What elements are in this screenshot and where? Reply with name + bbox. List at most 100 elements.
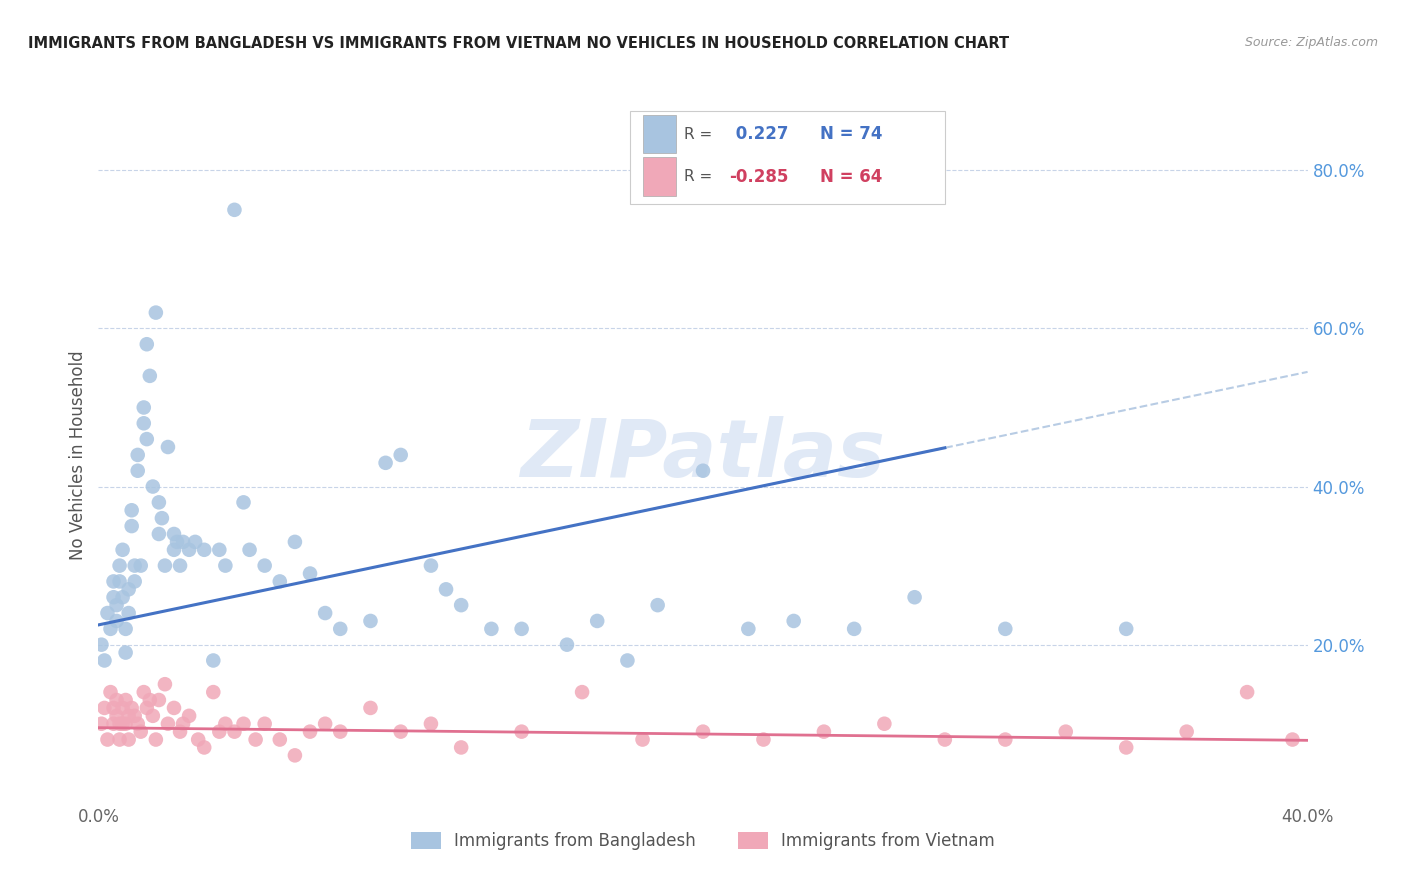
Point [114, 693, 136, 707]
Point [172, 716, 194, 731]
Point [420, 558, 443, 573]
Text: IMMIGRANTS FROM BANGLADESH VS IMMIGRANTS FROM VIETNAM NO VEHICLES IN HOUSEHOLD C: IMMIGRANTS FROM BANGLADESH VS IMMIGRANTS… [28, 36, 1010, 51]
Point [135, 432, 157, 446]
Point [93, 653, 115, 667]
Point [108, 558, 131, 573]
Point [1281, 732, 1303, 747]
FancyBboxPatch shape [630, 111, 945, 204]
Point [100, 685, 122, 699]
Point [90, 638, 112, 652]
Point [232, 495, 254, 509]
Point [96, 732, 118, 747]
Point [510, 724, 533, 739]
Point [132, 401, 155, 415]
Point [163, 701, 186, 715]
Point [586, 614, 609, 628]
Point [156, 440, 179, 454]
Point [163, 542, 186, 557]
Point [111, 542, 134, 557]
Point [103, 716, 125, 731]
Point [193, 542, 215, 557]
Point [114, 716, 136, 731]
Point [103, 574, 125, 589]
Point [481, 622, 503, 636]
Point [752, 732, 775, 747]
Point [314, 716, 336, 731]
Point [132, 417, 155, 431]
Point [179, 542, 201, 557]
Text: ZIPatlas: ZIPatlas [520, 416, 886, 494]
Point [202, 653, 225, 667]
Point [389, 448, 412, 462]
Y-axis label: No Vehicles in Household: No Vehicles in Household [69, 350, 87, 560]
Point [121, 503, 143, 517]
Point [118, 582, 141, 597]
Point [224, 202, 246, 217]
Text: -0.285: -0.285 [730, 168, 789, 186]
Point [450, 740, 472, 755]
Point [121, 701, 143, 715]
Point [904, 591, 927, 605]
Point [299, 566, 322, 581]
Point [150, 511, 173, 525]
Point [103, 701, 125, 715]
Point [90, 716, 112, 731]
Point [127, 716, 149, 731]
Text: 0.227: 0.227 [730, 125, 789, 144]
Point [148, 495, 170, 509]
Point [103, 591, 125, 605]
Point [450, 598, 472, 612]
Point [108, 732, 131, 747]
Point [179, 708, 201, 723]
Point [510, 622, 533, 636]
Point [269, 574, 291, 589]
Point [118, 732, 141, 747]
Point [253, 716, 276, 731]
Point [129, 558, 152, 573]
Point [93, 701, 115, 715]
Text: R =: R = [683, 169, 717, 184]
Point [108, 574, 131, 589]
Point [100, 622, 122, 636]
Point [96, 606, 118, 620]
Point [172, 534, 194, 549]
Point [132, 685, 155, 699]
Point [329, 622, 352, 636]
Point [571, 685, 593, 699]
Point [329, 724, 352, 739]
Point [108, 716, 131, 731]
FancyBboxPatch shape [643, 158, 676, 195]
Point [813, 724, 835, 739]
Text: N = 74: N = 74 [820, 125, 883, 144]
Point [844, 622, 866, 636]
Point [214, 716, 236, 731]
Point [153, 677, 176, 691]
Point [163, 527, 186, 541]
Point [389, 724, 412, 739]
Point [232, 716, 254, 731]
Point [737, 622, 759, 636]
Point [1175, 724, 1198, 739]
Point [555, 638, 578, 652]
Point [1115, 622, 1137, 636]
Point [114, 646, 136, 660]
Point [153, 558, 176, 573]
Point [434, 582, 457, 597]
Point [873, 716, 896, 731]
Point [214, 558, 236, 573]
Point [145, 305, 167, 319]
Point [129, 724, 152, 739]
Point [139, 368, 162, 383]
Point [202, 685, 225, 699]
Point [184, 534, 207, 549]
Point [360, 701, 382, 715]
Point [142, 708, 165, 723]
Point [1236, 685, 1258, 699]
Point [105, 614, 128, 628]
Point [692, 724, 714, 739]
Point [124, 708, 146, 723]
Point [169, 724, 191, 739]
Point [111, 716, 134, 731]
Point [253, 558, 276, 573]
Point [121, 519, 143, 533]
